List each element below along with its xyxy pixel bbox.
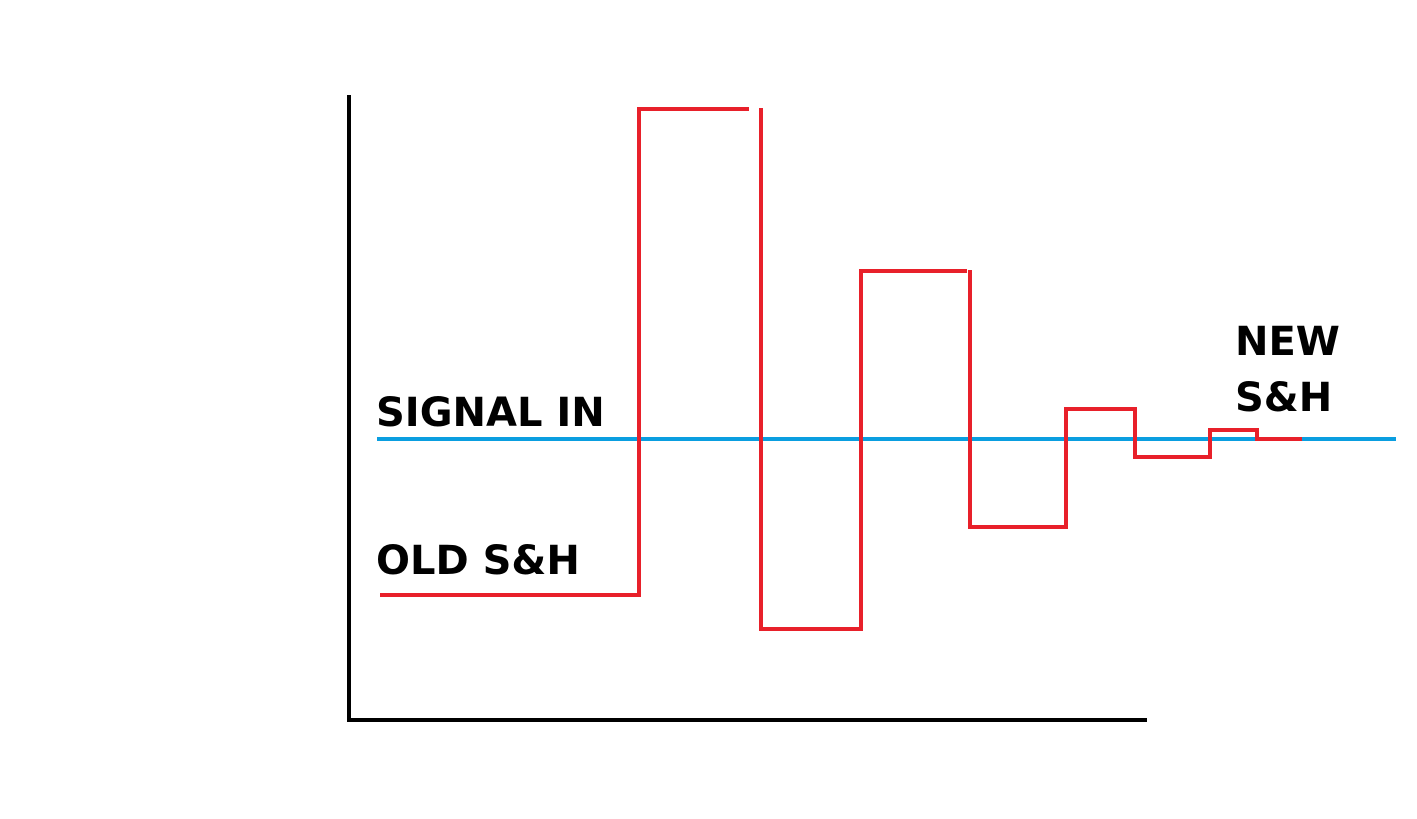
new-sh-label-line2: S&H: [1235, 375, 1332, 421]
new-sh-label-line1: NEW: [1235, 319, 1340, 365]
signal-in-label: SIGNAL IN: [376, 390, 605, 436]
old-sh-label: OLD S&H: [376, 538, 580, 584]
sample-hold-waveform: [637, 107, 1302, 631]
